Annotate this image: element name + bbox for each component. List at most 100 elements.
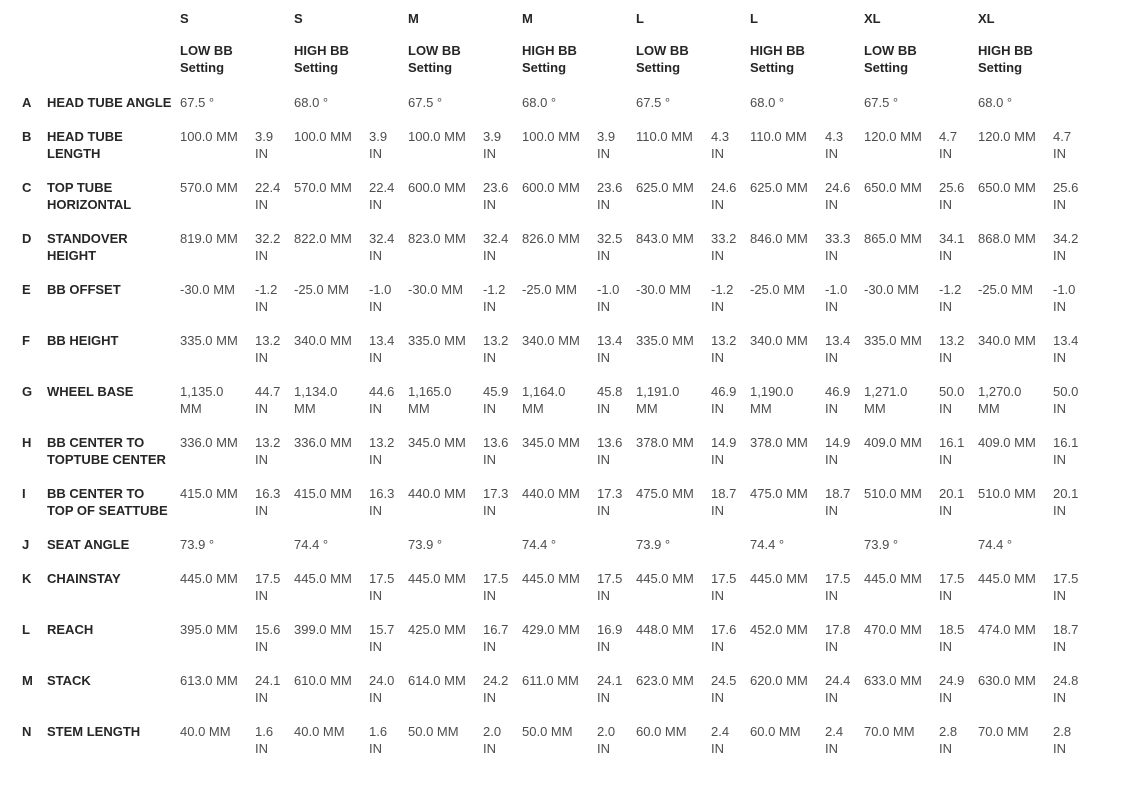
mm-value: 474.0 MM [978,622,1036,637]
angle-value: 68.0 ° [294,95,329,110]
in-value: 13.2 IN [255,333,281,365]
mm-value: 345.0 MM [522,435,580,450]
in-value: 22.4 IN [369,180,395,212]
angle-value: 73.9 ° [636,537,671,552]
spec-row: H BB CENTER TO TOPTUBE CENTER 336.0 MM 13.2… [22,434,1136,468]
mm-value: 335.0 MM [636,333,694,348]
row-letter: D [22,231,32,246]
in-value: 13.4 IN [597,333,623,365]
mm-value: 60.0 MM [750,724,801,739]
in-value: 24.6 IN [825,180,851,212]
in-value: 24.1 IN [255,673,281,705]
in-value: 17.5 IN [369,571,395,603]
mm-value: -25.0 MM [978,282,1033,297]
mm-value: 445.0 MM [636,571,694,586]
in-value: 20.1 IN [1053,486,1079,518]
column-size-label: XL [978,11,995,26]
mm-value: 475.0 MM [750,486,808,501]
mm-value: 1,134.0 MM [294,384,338,416]
in-value: 46.9 IN [825,384,851,416]
angle-value: 74.4 ° [522,537,557,552]
in-value: -1.0 IN [1053,282,1076,314]
spec-row: K CHAINSTAY 445.0 MM 17.5 IN 445.0 MM 17.5 IN… [22,570,1136,604]
mm-value: 846.0 MM [750,231,808,246]
in-value: 13.6 IN [597,435,623,467]
mm-value: 610.0 MM [294,673,352,688]
mm-value: 826.0 MM [522,231,580,246]
row-letter: N [22,724,32,739]
angle-value: 73.9 ° [180,537,215,552]
in-value: 32.2 IN [255,231,281,263]
mm-value: 630.0 MM [978,673,1036,688]
mm-value: 415.0 MM [180,486,238,501]
mm-value: 445.0 MM [522,571,580,586]
column-setting-label: LOW BB Setting [408,43,461,75]
mm-value: 440.0 MM [522,486,580,501]
angle-value: 67.5 ° [636,95,671,110]
mm-value: 40.0 MM [294,724,345,739]
column-size-label: M [408,11,419,26]
in-value: 13.4 IN [369,333,395,365]
in-value: 13.2 IN [939,333,965,365]
row-letter: J [22,537,30,552]
mm-value: 409.0 MM [864,435,922,450]
mm-value: 100.0 MM [522,129,580,144]
in-value: 18.7 IN [711,486,737,518]
in-value: 24.4 IN [825,673,851,705]
row-label: BB HEIGHT [47,333,119,348]
spec-row: M STACK 613.0 MM 24.1 IN 610.0 MM 24.0 IN 614.… [22,672,1136,706]
mm-value: 50.0 MM [408,724,459,739]
in-value: -1.2 IN [939,282,962,314]
in-value: 16.3 IN [369,486,395,518]
in-value: 2.0 IN [483,724,502,756]
spec-row: A HEAD TUBE ANGLE 67.5 ° 68.0 ° 67.5 ° 68.0 °… [22,94,1136,111]
column-setting-label: LOW BB Setting [636,43,689,75]
mm-value: 40.0 MM [180,724,231,739]
in-value: 2.8 IN [939,724,958,756]
row-letter: H [22,435,32,450]
column-setting-label: HIGH BB Setting [978,43,1033,75]
mm-value: 345.0 MM [408,435,466,450]
mm-value: 445.0 MM [750,571,808,586]
in-value: 4.7 IN [939,129,958,161]
row-letter: E [22,282,31,297]
mm-value: 475.0 MM [636,486,694,501]
in-value: 16.9 IN [597,622,623,654]
mm-value: 510.0 MM [978,486,1036,501]
mm-value: 600.0 MM [408,180,466,195]
column-setting-label: LOW BB Setting [180,43,233,75]
row-letter: F [22,333,30,348]
mm-value: 100.0 MM [408,129,466,144]
spec-row: J SEAT ANGLE 73.9 ° 74.4 ° 73.9 ° 74.4 ° 73.9 … [22,536,1136,553]
mm-value: 409.0 MM [978,435,1036,450]
in-value: -1.0 IN [369,282,392,314]
in-value: 14.9 IN [711,435,737,467]
spec-row: L REACH 395.0 MM 15.6 IN 399.0 MM 15.7 IN 425.… [22,621,1136,655]
column-size-label: M [522,11,533,26]
in-value: 3.9 IN [255,129,274,161]
in-value: 17.6 IN [711,622,737,654]
mm-value: 395.0 MM [180,622,238,637]
in-value: 3.9 IN [483,129,502,161]
in-value: 50.0 IN [939,384,965,416]
mm-value: 335.0 MM [408,333,466,348]
mm-value: 614.0 MM [408,673,466,688]
mm-value: 445.0 MM [408,571,466,586]
spec-row: N STEM LENGTH 40.0 MM 1.6 IN 40.0 MM 1.6 IN 50… [22,723,1136,757]
in-value: 33.2 IN [711,231,737,263]
column-setting-label: LOW BB Setting [864,43,917,75]
row-letter: G [22,384,33,399]
in-value: 24.9 IN [939,673,965,705]
in-value: 15.7 IN [369,622,395,654]
in-value: 44.7 IN [255,384,281,416]
in-value: 13.2 IN [369,435,395,467]
row-label: STANDOVER HEIGHT [47,231,128,263]
row-label: BB CENTER TO TOP OF SEATTUBE [47,486,168,518]
mm-value: 445.0 MM [864,571,922,586]
mm-value: 336.0 MM [294,435,352,450]
row-label: CHAINSTAY [47,571,121,586]
mm-value: 399.0 MM [294,622,352,637]
mm-value: 650.0 MM [978,180,1036,195]
column-setting-label: HIGH BB Setting [750,43,805,75]
in-value: 17.5 IN [597,571,623,603]
